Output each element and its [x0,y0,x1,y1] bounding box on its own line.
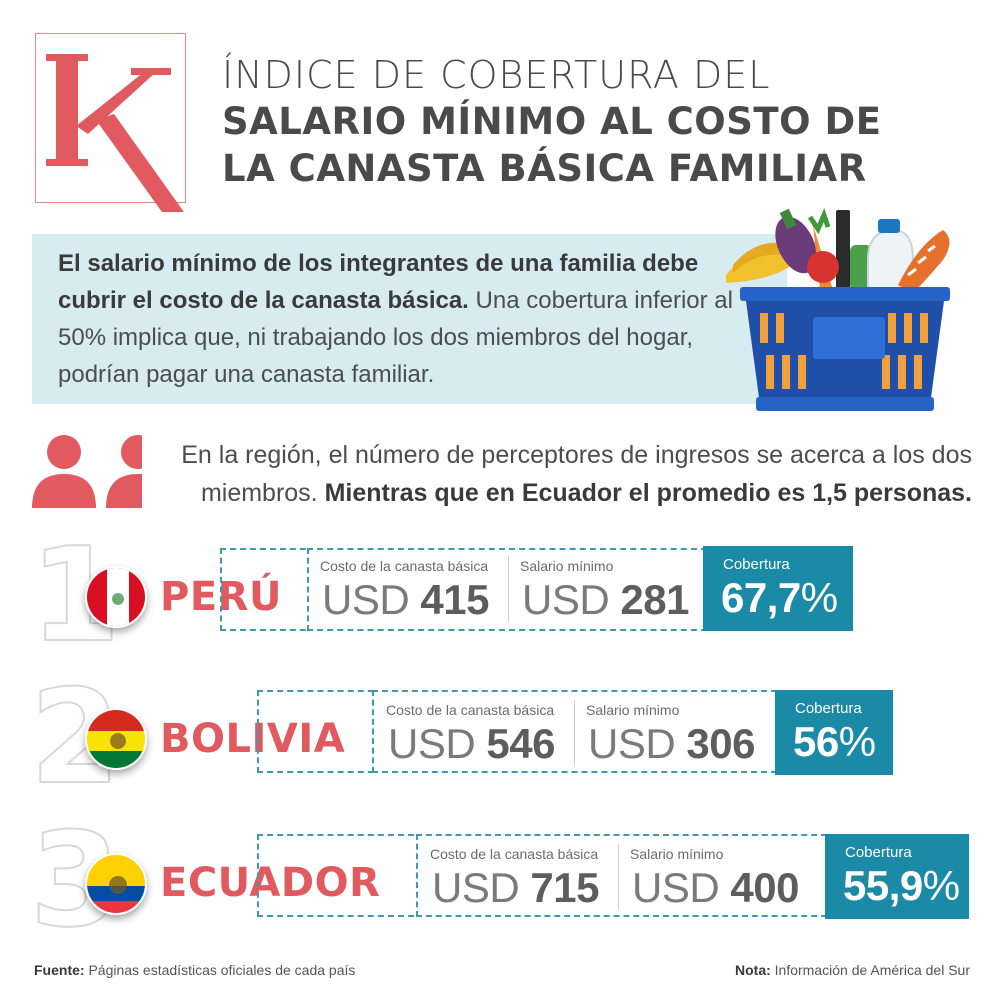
wage-label: Salario mínimo [586,702,680,718]
coverage-box: Cobertura 55,9% [825,834,969,919]
wage-label: Salario mínimo [520,558,614,574]
values-panel [416,834,827,917]
people-icon [32,435,142,508]
country-name: BOLIVIA [160,716,346,762]
divider [618,844,619,910]
cost-label: Costo de la canasta básica [386,702,555,718]
coverage-value: 55,9% [843,862,960,909]
page-title: ÍNDICE DE COBERTURA DEL SALARIO MÍNIMO A… [222,52,992,192]
intro-band [32,234,787,404]
cost-value: USD 546 [388,720,555,767]
coverage-value: 56% [793,718,876,765]
cost-value: USD 415 [322,576,489,623]
region-paragraph: En la región, el número de perceptores d… [150,436,972,512]
bolivia-flag-icon [85,708,147,770]
cost-label: Costo de la canasta básica [430,846,599,862]
values-panel [307,548,707,631]
note-footer: Nota: Información de América del Sur [735,962,970,978]
wage-label: Salario mínimo [630,846,724,862]
intro-paragraph: El salario mínimo de los integrantes de … [58,245,748,393]
coverage-label: Cobertura [795,700,862,717]
wage-value: USD 400 [632,864,799,911]
title-line-2: SALARIO MÍNIMO AL COSTO DE [222,100,882,143]
divider [508,556,509,622]
cost-value: USD 715 [432,864,599,911]
source-footer: Fuente: Páginas estadísticas oficiales d… [34,962,356,978]
coverage-label: Cobertura [845,844,912,861]
logo-frame [35,33,186,212]
grocery-basket-icon [726,207,950,411]
k-logo-icon [46,54,184,212]
coverage-box: Cobertura 56% [775,690,893,775]
country-name: ECUADOR [160,860,381,906]
wage-value: USD 306 [588,720,755,767]
region-text: En la región, el número de perceptores d… [181,441,972,507]
coverage-box: Cobertura 67,7% [703,546,853,631]
intro-bold: El salario mínimo de los integrantes de … [58,250,699,314]
coverage-value: 67,7% [721,574,838,621]
divider [574,700,575,766]
title-line-3: LA CANASTA BÁSICA FAMILIAR [222,147,867,190]
title-line-1: ÍNDICE DE COBERTURA DEL [222,53,771,97]
peru-flag-icon [85,566,147,628]
region-bold: Mientras que en Ecuador el promedio es 1… [317,479,972,507]
cost-label: Costo de la canasta básica [320,558,489,574]
intro-rest: Una cobertura inferior al 50% implica qu… [58,287,733,388]
wage-value: USD 281 [522,576,689,623]
coverage-label: Cobertura [723,556,790,573]
ecuador-flag-icon [85,853,147,915]
